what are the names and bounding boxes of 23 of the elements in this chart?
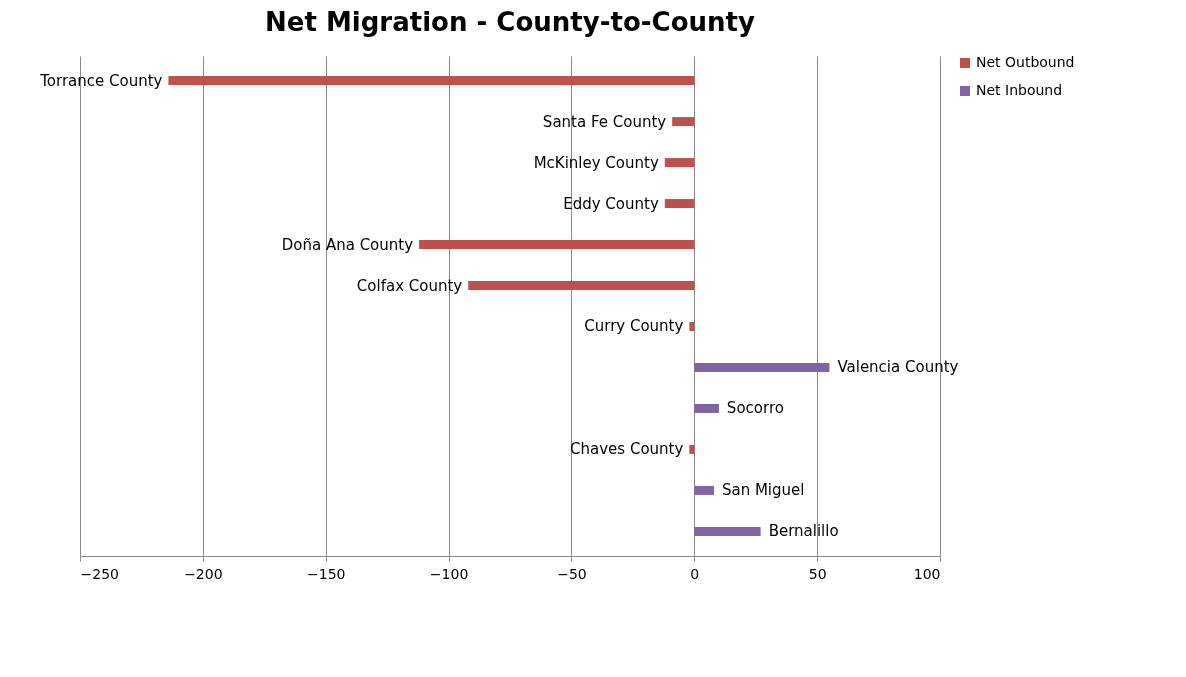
x-tick-label: −100 <box>429 565 469 582</box>
y-tick-label: San Miguel <box>721 481 805 500</box>
y-tick-label: McKinley County <box>533 153 659 172</box>
y-tick-label: Valencia County <box>837 358 959 377</box>
chart-title: Net Migration - County-to-County <box>265 7 755 37</box>
y-tick-label: Socorro <box>726 399 784 418</box>
y-tick-label: Curry County <box>584 317 684 336</box>
x-tick-label: −150 <box>306 565 346 582</box>
y-tick-label: Bernalillo <box>768 522 839 541</box>
x-tick-label: 100 <box>913 565 941 582</box>
legend-label: Net Outbound <box>976 54 1075 70</box>
y-tick-label: Colfax County <box>356 276 463 295</box>
y-tick-label: Doña Ana County <box>281 235 414 254</box>
y-tick-label: Chaves County <box>570 440 684 459</box>
x-tick-label: 0 <box>690 565 700 582</box>
x-tick-label: −250 <box>80 565 119 582</box>
y-tick-label: Torrance County <box>39 71 163 90</box>
legend-label: Net Inbound <box>976 82 1063 98</box>
y-tick-label: Eddy County <box>563 194 659 213</box>
x-tick-label: 50 <box>808 565 827 582</box>
x-tick-label: −200 <box>184 565 223 582</box>
x-tick-label: −50 <box>557 565 587 582</box>
y-tick-label: Santa Fe County <box>542 112 667 131</box>
